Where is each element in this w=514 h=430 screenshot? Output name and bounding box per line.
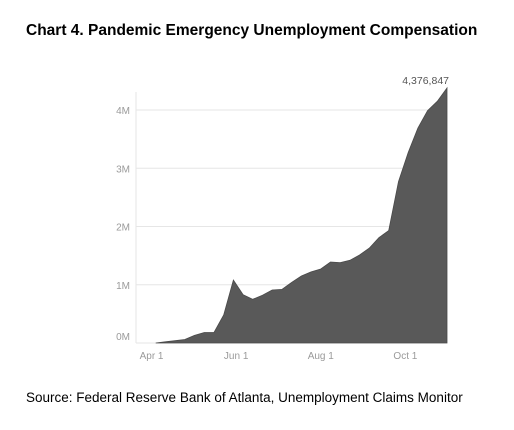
y-tick-label: 3M bbox=[116, 164, 130, 175]
chart: 0M 1M 2M 3M 4M Apr 1 Jun 1 Aug 1 Oct 1 4,376,84… bbox=[116, 75, 449, 362]
annotation-layer: 4,376,847 bbox=[402, 75, 449, 87]
chart-title: Chart 4. Pandemic Emergency Unemployment… bbox=[26, 22, 478, 39]
y-axis-ticks: 0M 1M 2M 3M 4M bbox=[116, 106, 130, 343]
x-tick-label: Apr 1 bbox=[140, 351, 164, 362]
peak-value-label: 4,376,847 bbox=[402, 75, 449, 87]
y-tick-label: 0M bbox=[116, 332, 130, 343]
y-tick-label: 1M bbox=[116, 281, 130, 292]
y-tick-label: 2M bbox=[116, 223, 130, 234]
x-tick-label: Oct 1 bbox=[393, 351, 417, 362]
series-area bbox=[155, 86, 448, 344]
x-axis-ticks: Apr 1 Jun 1 Aug 1 Oct 1 bbox=[140, 351, 418, 362]
x-tick-label: Jun 1 bbox=[224, 351, 249, 362]
source-note: Source: Federal Reserve Bank of Atlanta,… bbox=[26, 390, 463, 405]
y-tick-label: 4M bbox=[116, 106, 130, 117]
series-layer bbox=[155, 86, 448, 344]
x-tick-label: Aug 1 bbox=[308, 351, 335, 362]
